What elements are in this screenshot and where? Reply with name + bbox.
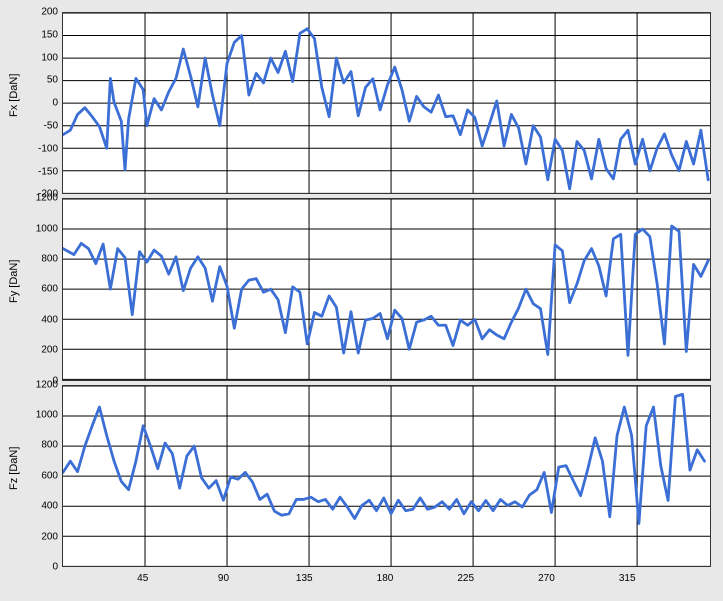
yticks-fx: -200-150-100-50050100150200 xyxy=(28,12,62,194)
plot-fx xyxy=(62,12,711,194)
ylabel-fz: Fz [DaN] xyxy=(8,462,20,490)
ytick-label: -100 xyxy=(38,143,58,154)
xtick-label: 135 xyxy=(296,573,313,584)
xtick-label: 315 xyxy=(619,573,636,584)
xtick-label: 270 xyxy=(538,573,555,584)
ytick-label: 200 xyxy=(41,345,58,356)
chart-fy: Fy [DaN] 020040060080010001200 xyxy=(0,198,711,380)
ytick-label: 1200 xyxy=(36,379,58,390)
ytick-label: 400 xyxy=(41,501,58,512)
ytick-label: 50 xyxy=(47,75,58,86)
ytick-label: -50 xyxy=(44,120,58,131)
yticks-fy: 020040060080010001200 xyxy=(28,198,62,380)
ytick-label: 400 xyxy=(41,314,58,325)
ytick-label: 0 xyxy=(52,98,58,109)
ytick-label: 100 xyxy=(41,52,58,63)
ytick-label: 800 xyxy=(41,254,58,265)
xticks: 45 90 135 180 225 270 315 xyxy=(62,571,699,589)
ytick-label: -150 xyxy=(38,166,58,177)
ytick-label: 200 xyxy=(41,7,58,18)
plot-fy xyxy=(62,198,711,380)
ytick-label: 200 xyxy=(41,531,58,542)
xtick-label: 90 xyxy=(218,573,229,584)
yticks-fz: 020040060080010001200 xyxy=(28,385,62,567)
ytick-label: 600 xyxy=(41,470,58,481)
ytick-label: 600 xyxy=(41,284,58,295)
xtick-label: 225 xyxy=(457,573,474,584)
ylabel-fy: Fy [DaN] xyxy=(8,275,20,303)
plot-fz xyxy=(62,385,711,567)
ytick-label: 150 xyxy=(41,29,58,40)
xtick-label: 45 xyxy=(137,573,148,584)
chart-fx: Fx [DaN] -200-150-100-50050100150200 xyxy=(0,12,711,194)
ylabel-fx: Fx [DaN] xyxy=(8,89,20,117)
ytick-label: 1200 xyxy=(36,193,58,204)
ytick-label: 1000 xyxy=(36,223,58,234)
ytick-label: 0 xyxy=(52,561,58,572)
ytick-label: 800 xyxy=(41,440,58,451)
chart-fz: Fz [DaN] 020040060080010001200 xyxy=(0,385,711,567)
xtick-label: 180 xyxy=(377,573,394,584)
ytick-label: 1000 xyxy=(36,410,58,421)
